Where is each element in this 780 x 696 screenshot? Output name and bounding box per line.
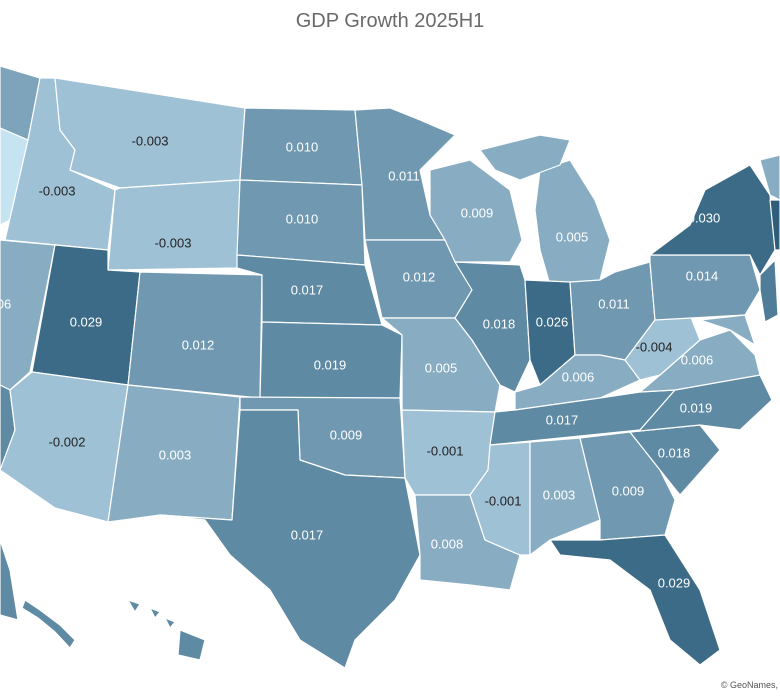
label-north-carolina: 0.019 [680,400,713,415]
label-michigan: 0.005 [556,229,589,244]
label-indiana: 0.026 [536,314,569,329]
label-nebraska: 0.017 [291,282,324,297]
label-texas: 0.017 [291,527,324,542]
label-idaho: -0.003 [39,183,76,198]
label-kansas: 0.019 [314,357,347,372]
label-tennessee: 0.017 [546,412,579,427]
label-south-dakota: 0.010 [286,211,319,226]
state-minnesota[interactable] [354,107,456,241]
chart-title: GDP Growth 2025H1 [295,10,485,32]
state-florida[interactable] [549,534,721,666]
label-iowa: 0.012 [403,269,436,284]
label-colorado: 0.012 [182,337,215,352]
label-montana: -0.003 [132,133,169,148]
state-nevada[interactable] [0,239,56,391]
label-illinois: 0.018 [483,316,516,331]
label-alabama: 0.003 [543,487,576,502]
state-michigan[interactable] [534,159,611,286]
state-alaska[interactable] [0,539,19,621]
alaska-islands[interactable] [21,599,76,649]
label-utah: 0.029 [70,314,103,329]
label-north-dakota: 0.010 [286,139,319,154]
state-new-england-2[interactable] [769,199,780,251]
label-missouri: 0.005 [425,360,458,375]
label-virginia: 0.006 [681,352,714,367]
label-ohio: 0.011 [598,296,630,311]
label-florida: 0.029 [658,575,691,590]
label-arkansas: -0.001 [427,443,464,458]
state-colorado[interactable] [127,271,263,399]
label-wisconsin: 0.009 [461,205,494,220]
label-minnesota: 0.011 [388,168,420,183]
state-illinois[interactable] [454,261,531,393]
map-attribution: © GeoNames, [720,680,778,690]
label-new-york: 0.030 [688,210,721,225]
state-kansas[interactable] [259,321,403,399]
state-new-jersey[interactable] [759,259,779,323]
label-oklahoma: 0.009 [330,427,363,442]
label-louisiana: 0.008 [431,536,464,551]
label-new-mexico: 0.003 [159,447,192,462]
label-west-virginia: -0.004 [636,339,673,354]
state-pennsylvania[interactable] [649,254,761,321]
label-arizona: -0.002 [49,434,86,449]
state-maryland[interactable] [699,314,756,346]
state-texas[interactable] [159,409,421,669]
state-wyoming[interactable] [107,179,241,271]
label-kentucky: 0.006 [562,369,595,384]
label-pennsylvania: 0.014 [686,268,719,283]
state-michigan-upper[interactable] [479,134,571,181]
label-mississippi: -0.001 [485,493,522,508]
label-wyoming: -0.003 [155,235,192,250]
state-wisconsin[interactable] [429,159,523,263]
state-hawaii[interactable] [127,599,206,661]
label-georgia: 0.009 [612,483,645,498]
label-south-carolina: 0.018 [658,445,691,460]
state-new-england[interactable] [759,154,780,201]
state-alabama[interactable] [529,437,601,556]
label-nevada: 06 [0,296,11,311]
